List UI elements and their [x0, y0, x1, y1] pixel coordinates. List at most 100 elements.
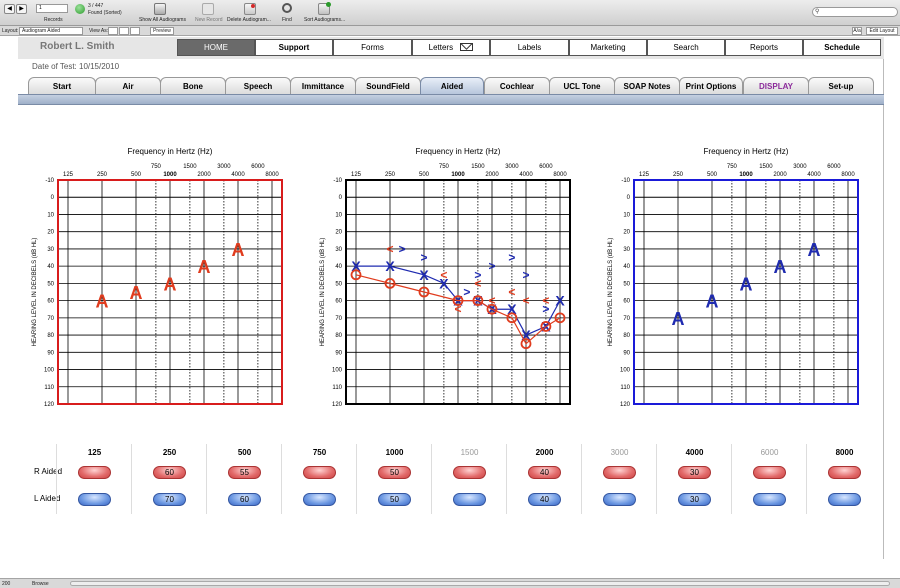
- y-tick-label: 110: [44, 385, 54, 391]
- forward-button[interactable]: ▶: [16, 4, 27, 14]
- right-aided-mark: A: [164, 274, 177, 294]
- l-aided-value[interactable]: 40: [528, 493, 561, 506]
- r-aided-value[interactable]: 30: [678, 466, 711, 479]
- l-aided-value[interactable]: 70: [153, 493, 186, 506]
- envelope-icon: [460, 43, 474, 51]
- preview-button[interactable]: Preview: [150, 27, 174, 35]
- r-aided-value[interactable]: 60: [153, 466, 186, 479]
- o-mark: [452, 295, 464, 307]
- new-record-button[interactable]: New Record: [195, 17, 223, 23]
- find-button[interactable]: Find: [282, 17, 292, 23]
- show-all-button[interactable]: Show All Audiograms: [139, 17, 186, 23]
- r-aided-value[interactable]: [453, 466, 486, 479]
- y-tick-label: 10: [335, 212, 342, 218]
- nav-schedule[interactable]: Schedule: [803, 39, 881, 56]
- o-mark: [486, 303, 498, 315]
- nav-search[interactable]: Search: [647, 39, 725, 56]
- y-tick-label: 40: [623, 264, 630, 270]
- x-tick-label-mid: 6000: [539, 164, 553, 170]
- y-tick-label: 60: [623, 299, 630, 305]
- l-aided-value[interactable]: 30: [678, 493, 711, 506]
- find-icon[interactable]: [282, 3, 292, 13]
- r-aided-label: R Aided: [34, 467, 63, 476]
- freq-column-250: 250 60 70: [131, 444, 206, 514]
- nav-forms[interactable]: Forms: [333, 39, 412, 56]
- r-aided-value[interactable]: [753, 466, 786, 479]
- sort-audiograms-button[interactable]: Sort Audiograms...: [304, 17, 346, 23]
- zoom-level[interactable]: 200: [2, 581, 11, 587]
- r-aided-value[interactable]: 40: [528, 466, 561, 479]
- x-tick-label: 500: [131, 172, 142, 178]
- l-aided-value[interactable]: [828, 493, 861, 506]
- x-tick-label-mid: 750: [439, 164, 450, 170]
- y-tick-label: 60: [47, 299, 54, 305]
- left-aided-mark: A: [808, 240, 821, 260]
- edit-layout-button[interactable]: Edit Layout: [866, 27, 898, 35]
- r-aided-value[interactable]: [303, 466, 336, 479]
- x-tick-label-mid: 1500: [759, 164, 773, 170]
- horizontal-scrollbar[interactable]: [70, 581, 890, 586]
- view-as-table-button[interactable]: [130, 27, 140, 35]
- text-format-button[interactable]: A/a: [852, 27, 862, 35]
- bone-left-mark: >: [488, 259, 495, 273]
- delete-icon[interactable]: [244, 3, 256, 15]
- nav-labels[interactable]: Labels: [490, 39, 569, 56]
- y-tick-label: 60: [335, 299, 342, 305]
- view-as-label: View As:: [89, 28, 109, 34]
- l-aided-value[interactable]: [603, 493, 636, 506]
- y-tick-label: 100: [44, 368, 55, 374]
- view-as-list-button[interactable]: [119, 27, 129, 35]
- l-aided-value[interactable]: 60: [228, 493, 261, 506]
- nav-letters[interactable]: Letters: [412, 39, 490, 56]
- l-aided-value[interactable]: 50: [378, 493, 411, 506]
- left-aided-mark: A: [672, 309, 685, 329]
- y-tick-label: 100: [620, 368, 631, 374]
- r-aided-value[interactable]: [603, 466, 636, 479]
- y-tick-label: 70: [623, 316, 630, 322]
- l-aided-value[interactable]: [78, 493, 111, 506]
- quick-find-input[interactable]: ⚲: [812, 7, 898, 17]
- x-mark: X: [385, 258, 395, 274]
- back-button[interactable]: ◀: [4, 4, 15, 14]
- l-aided-value[interactable]: [453, 493, 486, 506]
- y-tick-label: 120: [620, 402, 631, 408]
- nav-home[interactable]: HOME: [177, 39, 255, 56]
- tab-set-up[interactable]: Set-up: [808, 77, 874, 94]
- mode-select[interactable]: Browse: [32, 581, 49, 587]
- r-aided-value[interactable]: 50: [378, 466, 411, 479]
- r-aided-value[interactable]: [828, 466, 861, 479]
- nav-reports[interactable]: Reports: [725, 39, 803, 56]
- y-tick-label: 10: [623, 212, 630, 218]
- right-aided-mark: A: [96, 292, 109, 312]
- l-aided-value[interactable]: [303, 493, 336, 506]
- y-tick-label: 20: [47, 230, 54, 236]
- y-tick-label: -10: [621, 178, 630, 184]
- x-tick-label-mid: 6000: [827, 164, 841, 170]
- bone-left-mark: >: [522, 268, 529, 282]
- new-record-icon[interactable]: [202, 3, 214, 15]
- x-mark: X: [555, 293, 565, 309]
- freq-label: 3000: [610, 448, 629, 457]
- nav-support[interactable]: Support: [255, 39, 333, 56]
- y-tick-label: 30: [47, 247, 54, 253]
- x-tick-label-mid: 3000: [217, 164, 231, 170]
- r-aided-value[interactable]: 55: [228, 466, 261, 479]
- delete-audiogram-button[interactable]: Delete Audiogram...: [227, 17, 271, 23]
- x-tick-label: 1000: [451, 172, 465, 178]
- tab-aided[interactable]: Aided: [420, 77, 484, 94]
- view-as-form-button[interactable]: [108, 27, 118, 35]
- l-aided-value[interactable]: [753, 493, 786, 506]
- r-aided-value[interactable]: [78, 466, 111, 479]
- y-tick-label: 90: [335, 350, 342, 356]
- y-tick-label: 100: [332, 368, 343, 374]
- record-number-input[interactable]: 1: [36, 4, 68, 13]
- show-all-icon[interactable]: [154, 3, 166, 15]
- freq-label: 1000: [385, 448, 404, 457]
- y-tick-label: 30: [335, 247, 342, 253]
- records-label: Records: [44, 17, 63, 23]
- sort-icon[interactable]: [318, 2, 331, 15]
- tab-print-options[interactable]: Print Options: [679, 77, 743, 94]
- right-aided-mark: A: [198, 257, 211, 277]
- nav-marketing[interactable]: Marketing: [569, 39, 647, 56]
- layout-select[interactable]: Audiogram Aided: [19, 27, 83, 35]
